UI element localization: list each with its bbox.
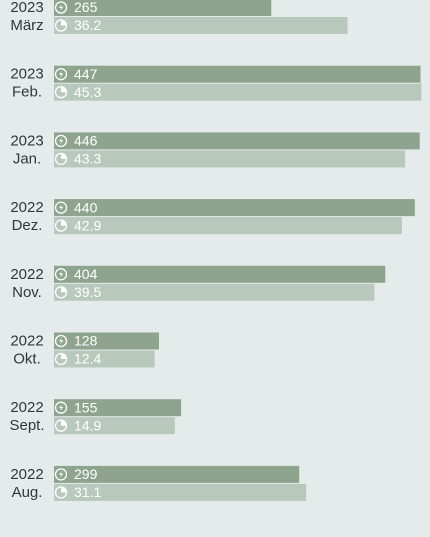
year-label: 2022 — [10, 399, 43, 416]
year-label: 2023 — [10, 0, 43, 16]
icon-circle — [54, 134, 68, 148]
icon-bolt — [59, 337, 64, 345]
year-label: 2022 — [10, 199, 43, 216]
bar — [54, 283, 375, 301]
icon — [54, 134, 68, 148]
value-label: 31.1 — [74, 484, 101, 500]
value-label: 45.3 — [74, 84, 101, 100]
month-label: Jan. — [13, 150, 41, 167]
bar — [54, 150, 406, 168]
value-label: 42.9 — [74, 217, 101, 233]
year-label: 2022 — [10, 332, 43, 349]
value-label: 265 — [74, 0, 98, 15]
icon-gauge — [61, 286, 67, 293]
value-label: 12.4 — [74, 351, 101, 367]
icon — [54, 334, 68, 348]
year-label: 2023 — [10, 132, 43, 149]
value-label: 39.5 — [74, 284, 101, 300]
value-label: 43.3 — [74, 151, 101, 167]
icon — [54, 219, 68, 232]
icon — [54, 201, 68, 214]
value-label: 36.2 — [74, 17, 101, 33]
icon-gauge — [61, 220, 67, 226]
icon — [54, 468, 68, 481]
icon-gauge — [61, 20, 67, 26]
icon — [54, 1, 68, 14]
bar — [54, 17, 348, 34]
bar — [54, 350, 155, 368]
value-label: 155 — [74, 399, 98, 415]
bar — [54, 65, 421, 83]
icon-bolt — [59, 70, 64, 79]
icon — [54, 419, 68, 432]
icon-gauge — [61, 353, 67, 359]
bar — [54, 83, 422, 101]
icon — [54, 152, 68, 166]
month-label: Okt. — [13, 350, 41, 367]
year-label: 2022 — [10, 266, 43, 283]
icon-gauge — [61, 153, 67, 159]
icon-bolt — [59, 470, 64, 479]
bar — [54, 417, 175, 435]
icon — [54, 86, 68, 99]
icon-bolt — [59, 270, 64, 279]
icon-circle — [54, 334, 68, 348]
bar — [54, 465, 300, 483]
icon-circle — [54, 468, 68, 481]
icon — [54, 486, 68, 499]
icon-gauge — [61, 86, 67, 93]
bar — [54, 483, 307, 501]
value-label: 447 — [74, 66, 98, 82]
month-label: März — [10, 17, 43, 34]
month-label: Nov. — [12, 284, 42, 301]
value-label: 404 — [74, 266, 98, 282]
year-label: 2023 — [10, 66, 43, 83]
icon-bolt — [59, 203, 64, 212]
bar — [54, 217, 402, 235]
icon-bolt — [59, 136, 64, 145]
icon-circle — [54, 401, 68, 414]
icon — [54, 401, 68, 414]
icon-gauge — [61, 486, 67, 493]
month-label: Sept. — [9, 417, 44, 434]
month-label: Aug. — [12, 484, 43, 501]
icon — [54, 19, 68, 32]
bar — [54, 199, 415, 217]
icon — [54, 268, 68, 281]
icon-gauge — [61, 420, 67, 426]
year-label: 2022 — [10, 466, 43, 483]
month-label: Dez. — [12, 217, 43, 234]
icon — [54, 68, 68, 81]
value-label: 446 — [74, 133, 98, 149]
bar — [54, 332, 159, 350]
icon-circle — [54, 1, 68, 14]
icon-circle — [54, 201, 68, 214]
value-label: 14.9 — [74, 417, 101, 433]
value-label: 299 — [74, 466, 98, 482]
icon — [54, 286, 68, 299]
icon-bolt — [59, 3, 64, 12]
bar — [54, 0, 272, 16]
value-label: 128 — [74, 333, 98, 349]
icon-bolt — [59, 403, 64, 412]
bar — [54, 132, 420, 150]
icon-circle — [54, 68, 68, 81]
icon — [54, 352, 68, 366]
bar — [54, 265, 386, 283]
bar — [54, 399, 182, 417]
icon-circle — [54, 268, 68, 281]
month-label: Feb. — [12, 84, 42, 101]
value-label: 440 — [74, 199, 98, 215]
